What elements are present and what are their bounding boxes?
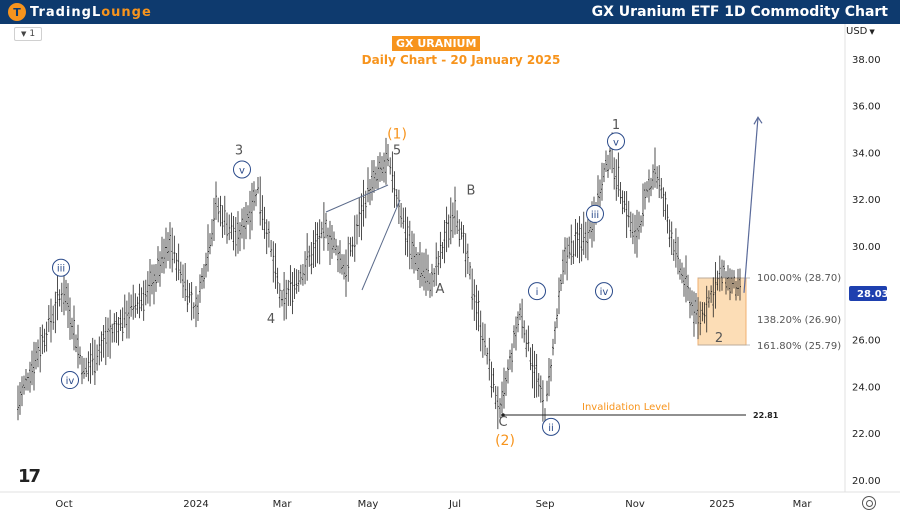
y-tick-label: 32.00 — [852, 195, 881, 206]
wedge-line — [325, 184, 389, 213]
invalidation-label: Invalidation Level — [582, 402, 670, 413]
invalidation-value: 22.81 — [753, 411, 779, 420]
interval-value: 1 — [29, 29, 36, 39]
wave-circle — [595, 282, 613, 301]
current-price-tag — [849, 286, 887, 301]
fib-label: 161.80% (25.79) — [757, 341, 841, 352]
chevron-down-icon: ▼ — [20, 30, 27, 38]
x-tick-label: May — [358, 499, 379, 510]
tradinglounge-logo-icon: T — [8, 3, 26, 21]
wave-circle — [528, 282, 546, 301]
tradingview-logo: 17 — [18, 466, 41, 487]
y-tick-label: 22.00 — [852, 429, 881, 440]
wave-label: v — [239, 165, 245, 176]
wave-label: iii — [591, 210, 599, 221]
gear-icon[interactable] — [862, 496, 876, 510]
x-tick-label: Oct — [55, 499, 72, 510]
header-bar: T TradingLounge GX Uranium ETF 1D Commod… — [0, 0, 900, 24]
wave-label: A — [436, 282, 445, 297]
y-axis: 20.0022.0024.0026.0028.0030.0032.0034.00… — [852, 55, 881, 487]
wave-label: 4 — [267, 312, 275, 327]
wave-label: iii — [57, 264, 65, 275]
wave-label: 2 — [715, 331, 723, 346]
x-tick-label: 2025 — [709, 499, 734, 510]
wave-label: 1 — [612, 118, 620, 133]
wave-circle — [61, 371, 79, 390]
projection-line — [743, 117, 759, 293]
y-tick-label: 24.00 — [852, 382, 881, 393]
chart-subtitle: Daily Chart - 20 January 2025 — [361, 53, 561, 67]
wave-label: i — [536, 287, 539, 298]
y-tick-label: 26.00 — [852, 336, 881, 347]
wave-circle — [586, 204, 604, 223]
chevron-down-icon: ▼ — [869, 28, 875, 36]
x-tick-label: Mar — [273, 499, 293, 510]
chart-title: GX Uranium ETF 1D Commodity Chart — [591, 4, 888, 20]
interval-selector[interactable]: ▼ 1 — [14, 27, 42, 41]
wave-label: iv — [600, 287, 609, 298]
y-tick-label: 34.00 — [852, 148, 881, 159]
x-tick-label: 2024 — [183, 499, 208, 510]
x-tick-label: Mar — [793, 499, 813, 510]
wave-label: iv — [66, 376, 75, 387]
invalidation-point — [501, 413, 505, 417]
wave-circle — [52, 258, 70, 277]
wave-label: (2) — [495, 433, 515, 449]
y-tick-label: 36.00 — [852, 102, 881, 113]
y-tick-label: 20.00 — [852, 476, 881, 487]
currency-selector[interactable]: USD ▼ — [846, 26, 875, 37]
currency-label: USD — [846, 26, 868, 37]
fib-label: 138.20% (26.90) — [757, 315, 841, 326]
wave-label: 3 — [235, 144, 243, 159]
wave-label: 5 — [393, 144, 401, 159]
arrow-head — [753, 116, 763, 125]
ticker-badge: GX URANIUM — [392, 36, 481, 51]
fib-label: 100.00% (28.70) — [757, 273, 841, 284]
wave-label: (1) — [387, 126, 407, 142]
wave-label: B — [467, 184, 476, 199]
x-tick-label: Sep — [536, 499, 555, 510]
price-candles — [17, 132, 741, 430]
wave-circle — [233, 160, 251, 179]
x-axis: Oct 2024 Mar May Jul Sep Nov 2025 Mar — [55, 499, 812, 510]
wave-label: C — [498, 415, 507, 430]
wave-label: ii — [548, 423, 554, 434]
x-tick-label: Nov — [625, 499, 645, 510]
wave-circle — [607, 132, 625, 151]
x-tick-label: Jul — [448, 499, 461, 510]
wave-label: v — [613, 137, 619, 148]
y-tick-label: 38.00 — [852, 55, 881, 66]
wedge-line — [361, 199, 401, 291]
projection-arrow — [743, 116, 763, 293]
brand-logo: T TradingLounge — [8, 3, 152, 21]
current-price-value: 28.03 — [857, 289, 889, 300]
brand-name: TradingLounge — [30, 4, 152, 20]
y-tick-label: 30.00 — [852, 242, 881, 253]
wave-circle — [542, 417, 560, 436]
